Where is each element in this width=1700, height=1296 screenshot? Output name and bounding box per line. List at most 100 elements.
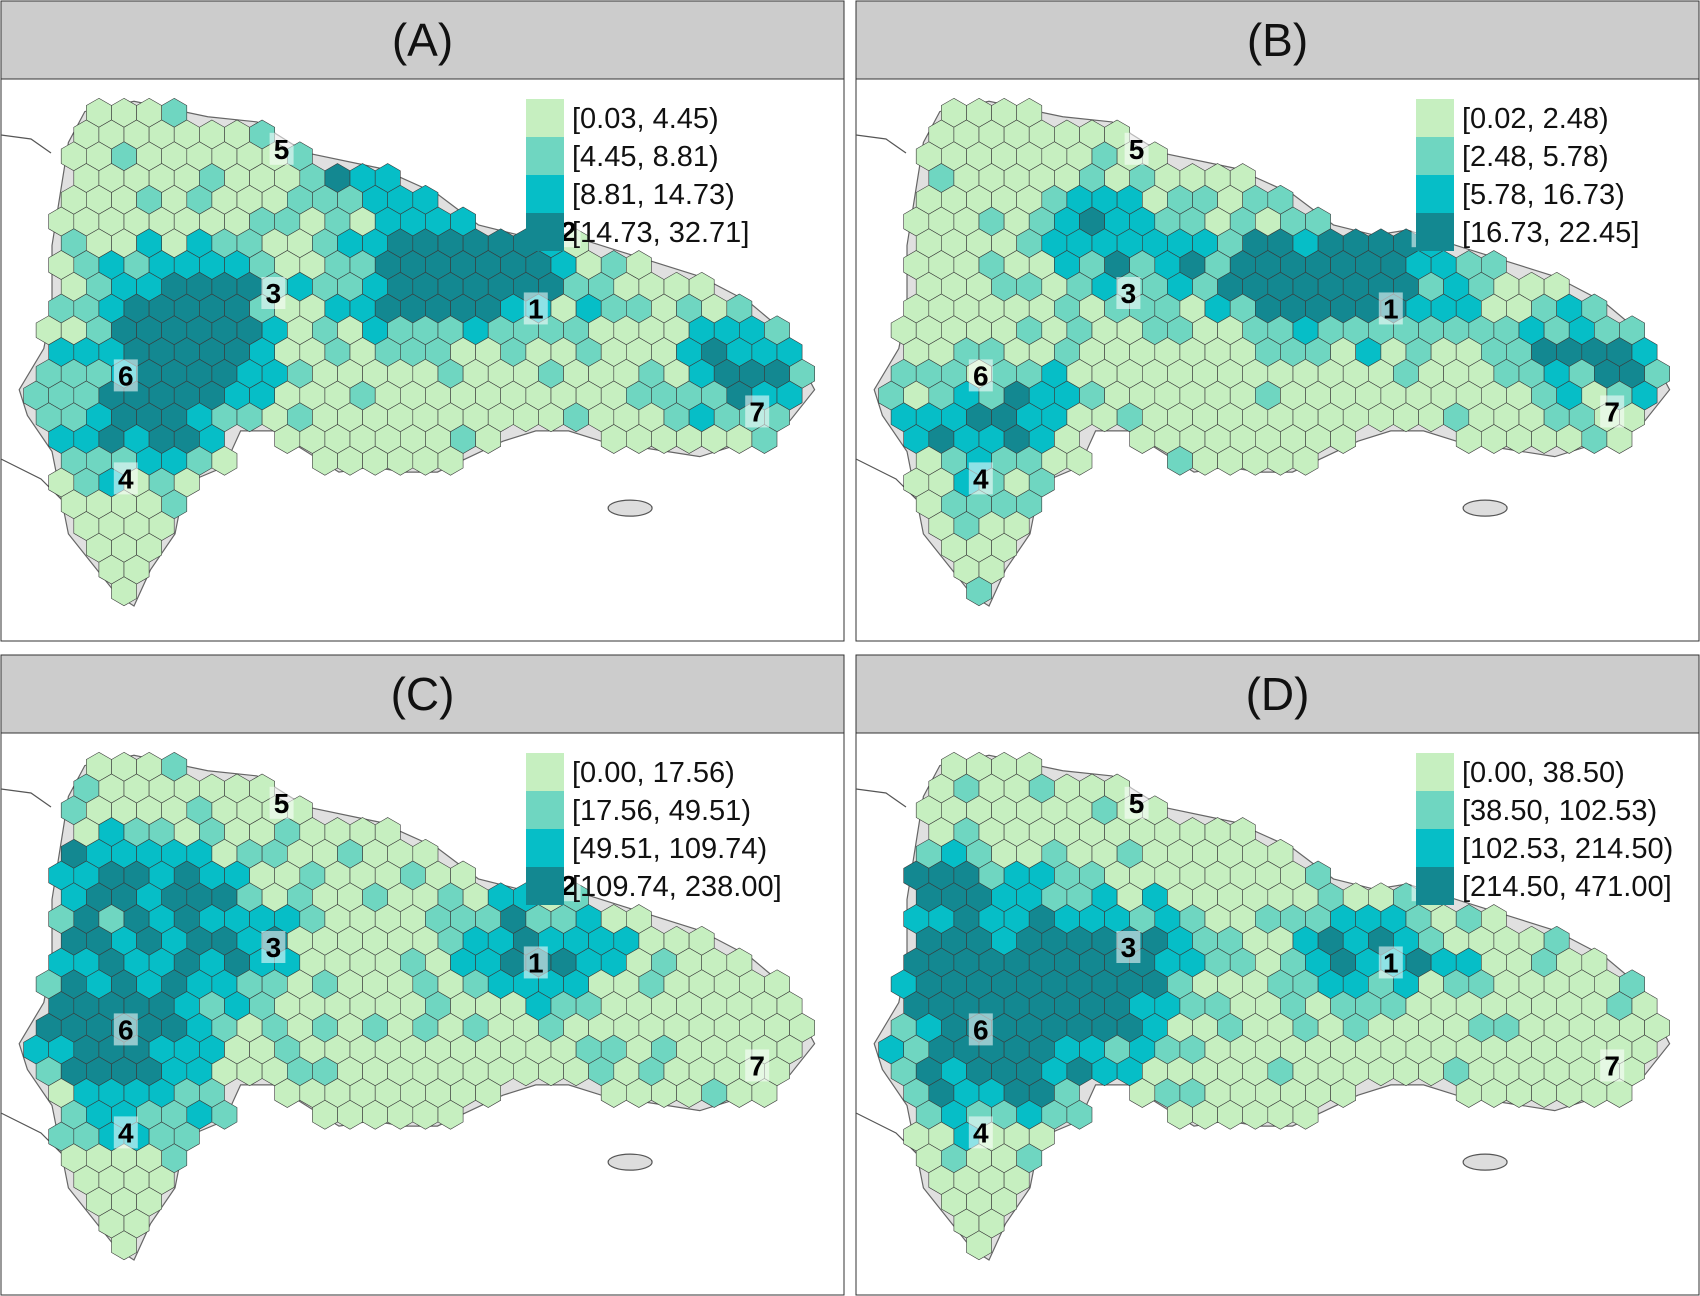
hex-cell xyxy=(437,445,464,476)
region-label-3: 3 xyxy=(1116,277,1141,309)
region-label-text: 2 xyxy=(561,216,577,247)
region-label-text: 6 xyxy=(118,360,134,391)
region-label-text: 3 xyxy=(1121,278,1137,309)
region-label-bg xyxy=(1124,786,1149,819)
region-label-bg xyxy=(1116,277,1141,309)
region-label-text: 7 xyxy=(1604,1050,1620,1081)
region-label-text: 7 xyxy=(749,396,765,427)
region-label-bg xyxy=(269,786,294,819)
region-label-5: 5 xyxy=(269,132,294,165)
panel-2: (C) 1 2 3 4 5 6 7 [0.00, 17.56) [17.56, 49.51) [49… xyxy=(0,654,845,1296)
region-label-4: 4 xyxy=(968,462,993,495)
region-label-bg xyxy=(1600,1049,1625,1082)
small-island xyxy=(1462,1153,1508,1171)
region-label-3: 3 xyxy=(261,931,286,963)
map-area: 1 2 3 4 5 6 7 xyxy=(1,751,816,1261)
coastline-west xyxy=(856,788,907,808)
legend-swatch xyxy=(1416,791,1454,829)
panel-title: (D) xyxy=(1246,668,1310,720)
legend-swatch xyxy=(526,99,564,137)
legend-label: [102.53, 214.50) xyxy=(1462,833,1673,865)
panel-strip xyxy=(855,0,1700,80)
region-label-bg xyxy=(523,946,548,979)
region-label-bg xyxy=(269,132,294,165)
region-label-4: 4 xyxy=(113,462,138,495)
hex-cell xyxy=(1292,1099,1319,1130)
region-label-6: 6 xyxy=(113,359,138,392)
legend-swatch xyxy=(1416,137,1454,175)
region-label-text: 6 xyxy=(973,360,989,391)
hex-cell xyxy=(751,424,778,454)
region-label-bg xyxy=(261,931,286,963)
region-label-3: 3 xyxy=(261,277,286,309)
region-label-bg xyxy=(968,1116,993,1149)
region-label-bg xyxy=(523,292,548,325)
region-label-bg xyxy=(113,1116,138,1149)
small-island xyxy=(607,1153,653,1171)
region-label-text: 5 xyxy=(1129,788,1145,819)
region-label-text: 2 xyxy=(561,870,577,901)
region-label-text: 6 xyxy=(973,1014,989,1045)
coastline-west xyxy=(856,134,907,154)
hex-cell xyxy=(1292,445,1319,476)
hex-cell xyxy=(1606,1078,1633,1108)
hex-cell xyxy=(211,1099,238,1130)
region-label-text: 5 xyxy=(274,788,290,819)
region-label-text: 7 xyxy=(1604,396,1620,427)
legend-label: [0.03, 4.45) xyxy=(572,103,719,135)
region-label-bg xyxy=(1600,395,1625,428)
region-label-text: 7 xyxy=(749,1050,765,1081)
hex-cell xyxy=(966,1230,992,1261)
region-label-3: 3 xyxy=(1116,931,1141,963)
legend-swatch xyxy=(526,137,564,175)
region-label-1: 1 xyxy=(523,292,548,325)
region-label-bg xyxy=(968,1013,993,1046)
legend-label: [0.00, 38.50) xyxy=(1462,757,1625,789)
region-label-text: 1 xyxy=(1383,293,1399,324)
legend: [0.03, 4.45) [4.45, 8.81) [8.81, 14.73) [14… xyxy=(526,99,749,251)
region-label-bg xyxy=(113,1013,138,1046)
region-label-bg xyxy=(1378,292,1403,325)
legend-label: [5.78, 16.73) xyxy=(1462,179,1625,211)
legend-label: [2.48, 5.78) xyxy=(1462,141,1609,173)
region-label-bg xyxy=(261,277,286,309)
panel-0: (A) 1 2 3 4 5 6 7 [0.03, 4.45) [4.45, 8.81) [8.81,… xyxy=(0,0,845,642)
panel-title: (C) xyxy=(391,668,455,720)
hex-cell xyxy=(966,576,992,607)
region-label-text: 3 xyxy=(266,278,282,309)
legend-label: [49.51, 109.74) xyxy=(572,833,767,865)
hex-cell xyxy=(1066,445,1093,476)
legend-label: [214.50, 471.00] xyxy=(1462,871,1672,903)
legend-label: [38.50, 102.53) xyxy=(1462,795,1657,827)
region-label-text: 3 xyxy=(266,932,282,963)
hex-cell xyxy=(1330,1078,1356,1108)
legend-swatch xyxy=(526,867,564,905)
region-label-5: 5 xyxy=(269,786,294,819)
hex-cell xyxy=(475,1078,502,1108)
hex-cell xyxy=(111,1230,137,1261)
legend-swatch xyxy=(526,175,564,213)
legend-swatch xyxy=(1416,213,1454,251)
small-island xyxy=(1462,499,1508,517)
legend: [0.00, 17.56) [17.56, 49.51) [49.51, 109.7… xyxy=(526,753,782,905)
legend-label: [109.74, 238.00] xyxy=(572,871,782,903)
region-label-6: 6 xyxy=(968,359,993,392)
legend-label: [8.81, 14.73) xyxy=(572,179,735,211)
region-label-text: 1 xyxy=(528,947,544,978)
region-label-bg xyxy=(968,359,993,392)
region-label-text: 3 xyxy=(1121,932,1137,963)
region-label-5: 5 xyxy=(1124,132,1149,165)
region-label-bg xyxy=(1116,931,1141,963)
legend-label: [16.73, 22.45] xyxy=(1462,217,1639,249)
legend-swatch xyxy=(1416,867,1454,905)
hex-cell xyxy=(475,424,502,454)
region-label-bg xyxy=(1378,946,1403,979)
hex-cell xyxy=(751,1078,778,1108)
region-label-4: 4 xyxy=(968,1116,993,1149)
region-label-text: 4 xyxy=(118,1117,134,1148)
region-label-text: 1 xyxy=(528,293,544,324)
hex-cell xyxy=(111,576,137,607)
